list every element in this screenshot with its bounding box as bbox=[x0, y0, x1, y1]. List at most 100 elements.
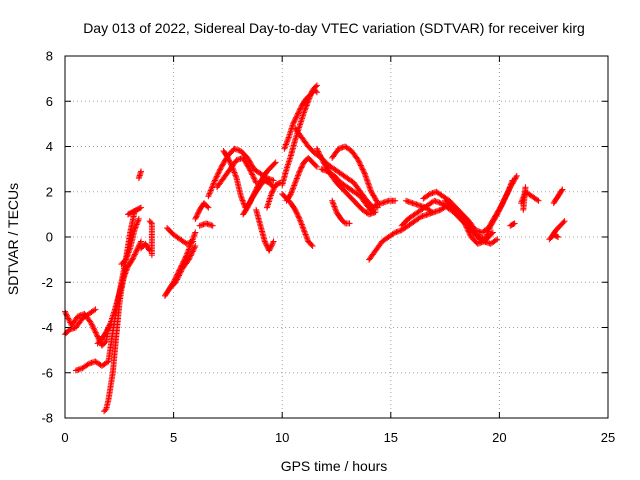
data-point bbox=[134, 218, 141, 225]
x-tick-label: 5 bbox=[170, 430, 177, 445]
data-point bbox=[84, 361, 91, 368]
data-point bbox=[282, 142, 289, 149]
data-point bbox=[173, 277, 180, 284]
series-t6 bbox=[118, 215, 142, 268]
data-point bbox=[239, 196, 246, 203]
data-point bbox=[508, 181, 515, 188]
series-t36 bbox=[448, 204, 501, 247]
data-point bbox=[241, 157, 248, 164]
data-point bbox=[242, 158, 249, 165]
data-point bbox=[290, 120, 297, 127]
data-point bbox=[245, 202, 252, 209]
data-point bbox=[186, 245, 193, 252]
data-point bbox=[494, 236, 501, 243]
data-point bbox=[131, 227, 138, 234]
data-point bbox=[216, 167, 223, 174]
data-point bbox=[500, 197, 507, 204]
axis-ticks bbox=[64, 55, 609, 419]
data-point bbox=[212, 176, 219, 183]
data-point bbox=[315, 148, 322, 155]
data-point bbox=[290, 119, 297, 126]
data-point bbox=[187, 253, 194, 260]
data-point bbox=[329, 197, 336, 204]
series-t37 bbox=[403, 197, 436, 216]
data-point bbox=[308, 241, 315, 248]
data-point bbox=[206, 190, 213, 197]
data-point bbox=[205, 193, 212, 200]
data-point bbox=[303, 234, 310, 241]
data-point bbox=[104, 326, 111, 333]
data-point bbox=[510, 177, 517, 184]
data-point bbox=[360, 167, 367, 174]
data-point bbox=[133, 247, 140, 254]
data-point bbox=[240, 200, 247, 207]
data-point bbox=[224, 154, 231, 161]
data-point bbox=[553, 233, 560, 240]
data-point bbox=[293, 114, 300, 121]
data-point bbox=[502, 195, 509, 202]
series-t19 bbox=[240, 177, 277, 218]
data-point bbox=[361, 170, 368, 177]
data-point bbox=[209, 222, 216, 229]
data-point bbox=[63, 311, 70, 318]
data-point bbox=[131, 252, 138, 259]
series-t8 bbox=[135, 168, 145, 182]
data-point bbox=[505, 188, 512, 195]
data-point bbox=[283, 141, 290, 148]
y-tick-label: 6 bbox=[46, 94, 53, 109]
data-point bbox=[303, 232, 310, 239]
data-point bbox=[246, 199, 253, 206]
data-point bbox=[487, 224, 494, 231]
data-point bbox=[184, 249, 191, 256]
data-point bbox=[210, 181, 217, 188]
data-point bbox=[511, 176, 518, 183]
data-point bbox=[217, 166, 224, 173]
data-point bbox=[175, 273, 182, 280]
data-point bbox=[493, 212, 500, 219]
data-point bbox=[239, 197, 246, 204]
data-point bbox=[102, 339, 109, 346]
data-point bbox=[317, 153, 324, 160]
data-point bbox=[484, 231, 491, 238]
data-point bbox=[65, 315, 72, 322]
data-point bbox=[214, 172, 221, 179]
data-point bbox=[363, 176, 370, 183]
data-point bbox=[299, 224, 306, 231]
series-t42 bbox=[550, 186, 566, 207]
data-point bbox=[186, 243, 193, 250]
series-t24 bbox=[283, 154, 320, 204]
data-point bbox=[492, 215, 499, 222]
data-point bbox=[288, 189, 295, 196]
data-point bbox=[284, 137, 291, 144]
y-tick-label: 2 bbox=[46, 184, 53, 199]
data-point bbox=[425, 191, 432, 198]
data-point bbox=[320, 159, 327, 166]
data-point bbox=[123, 253, 130, 260]
data-point bbox=[298, 164, 305, 171]
data-point bbox=[126, 248, 133, 255]
data-point bbox=[513, 174, 520, 181]
data-point bbox=[191, 244, 198, 251]
data-point bbox=[231, 169, 238, 176]
chart-title: Day 013 of 2022, Sidereal Day-to-day VTE… bbox=[83, 20, 585, 36]
data-point bbox=[249, 171, 256, 178]
data-point bbox=[250, 174, 257, 181]
data-point bbox=[229, 163, 236, 170]
data-point bbox=[535, 197, 542, 204]
data-point bbox=[129, 256, 136, 263]
data-point bbox=[123, 267, 130, 274]
series-t25 bbox=[279, 191, 316, 250]
data-point bbox=[122, 256, 129, 263]
data-point bbox=[135, 215, 142, 222]
data-point bbox=[232, 172, 239, 179]
data-point bbox=[188, 251, 195, 258]
data-point bbox=[262, 239, 269, 246]
data-point bbox=[136, 205, 143, 212]
data-point bbox=[297, 167, 304, 174]
data-point bbox=[269, 241, 276, 248]
data-point bbox=[122, 269, 129, 276]
x-tick-label: 25 bbox=[601, 430, 615, 445]
data-point bbox=[294, 210, 301, 217]
data-point bbox=[106, 322, 113, 329]
data-point bbox=[295, 171, 302, 178]
